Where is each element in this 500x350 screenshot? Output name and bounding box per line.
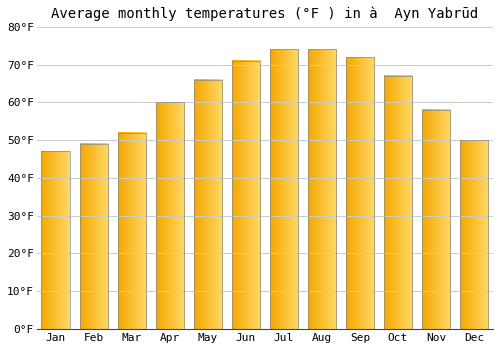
Bar [80, 144, 108, 329]
Bar [232, 61, 260, 329]
Bar [384, 76, 412, 329]
Title: Average monthly temperatures (°F ) in à  Ayn Yabrūd: Average monthly temperatures (°F ) in à … [52, 7, 478, 21]
Bar [460, 140, 488, 329]
Bar [194, 80, 222, 329]
Bar [422, 110, 450, 329]
Bar [270, 49, 298, 329]
Bar [118, 133, 146, 329]
Bar [156, 102, 184, 329]
Bar [308, 49, 336, 329]
Bar [42, 152, 70, 329]
Bar [346, 57, 374, 329]
